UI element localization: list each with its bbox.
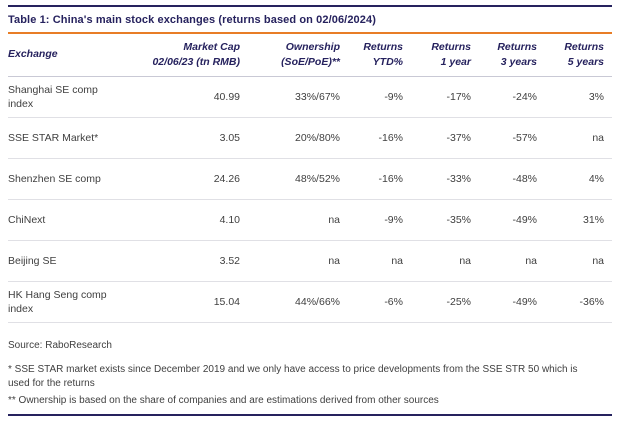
cell-returns-ytd: -9% — [340, 199, 403, 241]
column-header-exchange: Exchange — [8, 34, 140, 77]
cell-returns-1y: -17% — [403, 76, 471, 118]
stock-exchanges-table: Exchange Market Cap 02/06/23 (tn RMB) Ow… — [8, 34, 612, 323]
cell-returns-1y: na — [403, 240, 471, 282]
table-footer: Source: RaboResearch * SSE STAR market e… — [8, 340, 612, 416]
table-row-sse-star: SSE STAR Market* 3.05 20%/80% -16% -37% … — [8, 117, 612, 159]
cell-ownership: 48%/52% — [240, 158, 340, 200]
footnote-ownership: ** Ownership is based on the share of co… — [8, 394, 439, 406]
cell-returns-3y: -49% — [471, 199, 537, 241]
bottom-border-line — [8, 413, 612, 416]
cell-market-cap: 15.04 — [140, 281, 240, 323]
column-header-ownership: Ownership (SoE/PoE)** — [240, 34, 340, 77]
cell-returns-5y: na — [537, 117, 612, 159]
header-label: 3 years — [500, 55, 537, 68]
cell-returns-1y: -35% — [403, 199, 471, 241]
cell-returns-5y: 31% — [537, 199, 612, 241]
header-label: Returns — [564, 40, 604, 53]
cell-returns-ytd: -16% — [340, 117, 403, 159]
cell-ownership: 20%/80% — [240, 117, 340, 159]
table-row-beijing-se: Beijing SE 3.52 na na na na na — [8, 240, 612, 282]
cell-returns-3y: -24% — [471, 76, 537, 118]
header-label: 1 year — [440, 55, 471, 68]
table-row-chinext: ChiNext 4.10 na -9% -35% -49% 31% — [8, 199, 612, 241]
source-note: Source: RaboResearch — [8, 339, 112, 351]
header-label: Market Cap — [183, 40, 240, 53]
cell-returns-3y: -49% — [471, 281, 537, 323]
cell-returns-1y: -37% — [403, 117, 471, 159]
column-header-returns-5y: Returns 5 years — [537, 34, 612, 77]
table-title: Table 1: China's main stock exchanges (r… — [8, 14, 376, 26]
report-table-figure: Table 1: China's main stock exchanges (r… — [0, 5, 620, 416]
column-header-returns-ytd: Returns YTD% — [340, 34, 403, 77]
cell-exchange: Shanghai SE comp index — [8, 76, 140, 118]
cell-returns-5y: 4% — [537, 158, 612, 200]
header-label: (SoE/PoE)** — [281, 55, 340, 68]
header-label: Ownership — [285, 40, 340, 53]
header-label: YTD% — [372, 55, 403, 68]
cell-ownership: na — [240, 240, 340, 282]
header-row: Exchange Market Cap 02/06/23 (tn RMB) Ow… — [8, 34, 612, 77]
cell-returns-3y: na — [471, 240, 537, 282]
cell-returns-ytd: -6% — [340, 281, 403, 323]
cell-exchange: SSE STAR Market* — [8, 117, 140, 159]
cell-ownership: 33%/67% — [240, 76, 340, 118]
cell-returns-1y: -25% — [403, 281, 471, 323]
cell-ownership: na — [240, 199, 340, 241]
cell-market-cap: 3.52 — [140, 240, 240, 282]
cell-market-cap: 3.05 — [140, 117, 240, 159]
header-label: Returns — [497, 40, 537, 53]
header-label: 02/06/23 (tn RMB) — [152, 55, 240, 68]
cell-returns-ytd: -16% — [340, 158, 403, 200]
cell-returns-5y: na — [537, 240, 612, 282]
cell-returns-3y: -48% — [471, 158, 537, 200]
cell-returns-ytd: na — [340, 240, 403, 282]
cell-returns-5y: 3% — [537, 76, 612, 118]
cell-returns-3y: -57% — [471, 117, 537, 159]
table-row-hk-hang-seng: HK Hang Seng comp index 15.04 44%/66% -6… — [8, 281, 612, 323]
table-row-shenzhen-se: Shenzhen SE comp 24.26 48%/52% -16% -33%… — [8, 158, 612, 200]
cell-ownership: 44%/66% — [240, 281, 340, 323]
column-header-returns-3y: Returns 3 years — [471, 34, 537, 77]
table-row-shanghai-se: Shanghai SE comp index 40.99 33%/67% -9%… — [8, 76, 612, 118]
column-header-returns-1y: Returns 1 year — [403, 34, 471, 77]
footnote-sse-star: * SSE STAR market exists since December … — [8, 363, 578, 389]
cell-exchange: Beijing SE — [8, 240, 140, 282]
cell-returns-1y: -33% — [403, 158, 471, 200]
column-header-market-cap: Market Cap 02/06/23 (tn RMB) — [140, 34, 240, 77]
cell-market-cap: 4.10 — [140, 199, 240, 241]
cell-market-cap: 24.26 — [140, 158, 240, 200]
orange-accent-line — [8, 32, 612, 34]
cell-returns-ytd: -9% — [340, 76, 403, 118]
header-label: Exchange — [8, 48, 58, 61]
header-label: Returns — [431, 40, 471, 53]
cell-market-cap: 40.99 — [140, 76, 240, 118]
top-border-line — [8, 5, 612, 7]
cell-exchange: ChiNext — [8, 199, 140, 241]
header-label: Returns — [363, 40, 403, 53]
header-label: 5 years — [567, 55, 604, 68]
cell-exchange: HK Hang Seng comp index — [8, 281, 140, 323]
cell-exchange: Shenzhen SE comp — [8, 158, 140, 200]
cell-returns-5y: -36% — [537, 281, 612, 323]
